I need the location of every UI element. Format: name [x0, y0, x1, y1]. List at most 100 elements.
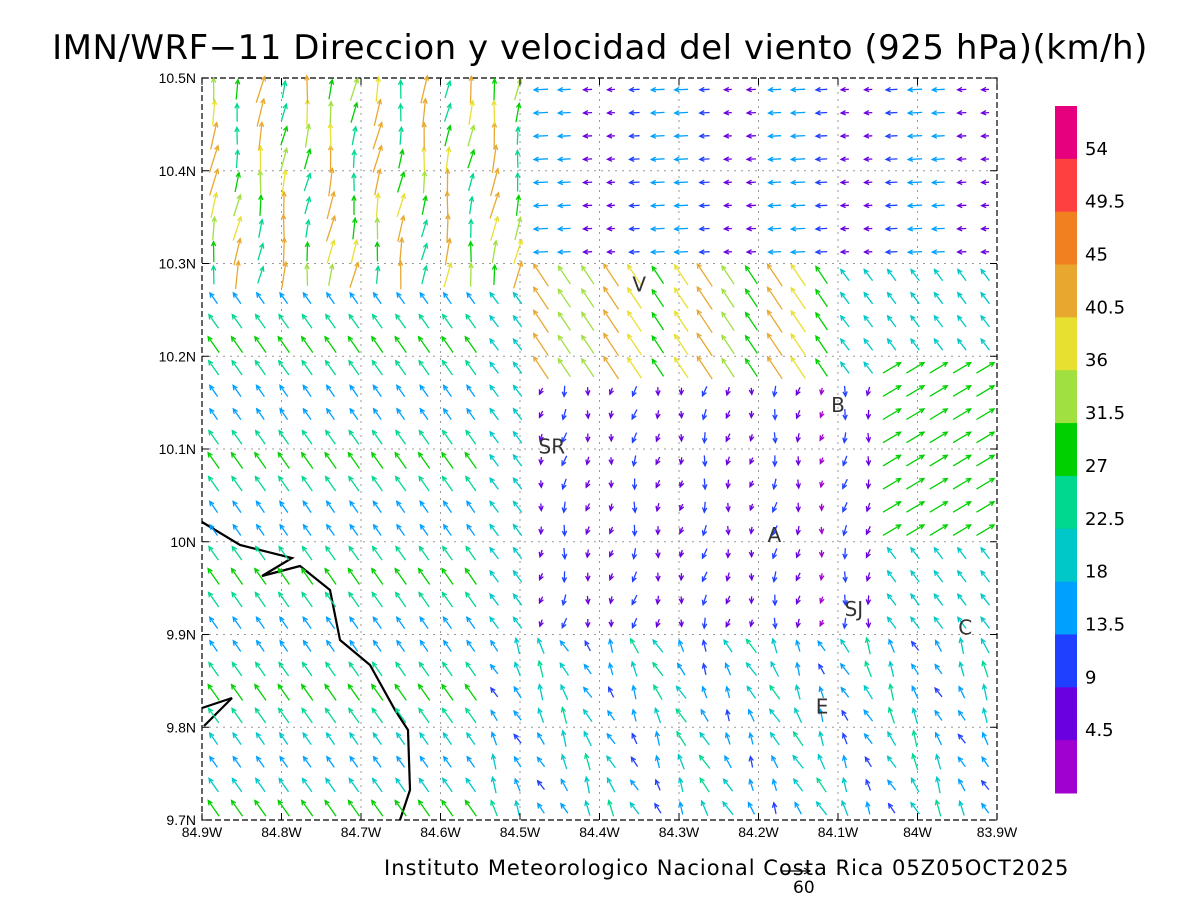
- wind-arrow: [864, 636, 871, 655]
- wind-arrow: [231, 777, 243, 793]
- wind-arrow: [328, 263, 335, 286]
- wind-arrow: [580, 334, 595, 355]
- wind-arrow: [678, 434, 685, 443]
- wind-arrow: [930, 156, 945, 163]
- wind-arrow: [698, 202, 710, 209]
- wind-arrow: [584, 639, 591, 652]
- wind-arrow: [512, 337, 523, 351]
- wind-arrow: [933, 314, 944, 328]
- colorbar-label: 4.5: [1085, 720, 1114, 741]
- wind-arrow: [210, 264, 217, 285]
- wind-arrow: [814, 226, 828, 232]
- wind-arrow: [814, 133, 828, 139]
- wind-arrow: [301, 591, 313, 608]
- wind-arrow: [537, 659, 544, 678]
- wind-arrow: [722, 225, 732, 232]
- wind-arrow: [841, 732, 848, 745]
- wind-arrow: [536, 756, 546, 768]
- wind-arrow: [725, 708, 731, 722]
- wind-arrow: [725, 549, 731, 559]
- colorbar-label: 40.5: [1085, 297, 1125, 318]
- wind-arrow: [748, 410, 755, 420]
- wind-arrow: [372, 615, 382, 629]
- wind-arrow: [842, 571, 848, 584]
- wind-arrow: [418, 777, 430, 793]
- wind-arrow: [723, 638, 733, 653]
- wind-arrow: [884, 226, 898, 232]
- wind-arrow: [628, 226, 640, 232]
- wind-arrow: [840, 686, 850, 698]
- wind-arrow: [842, 385, 848, 398]
- wind-arrow: [673, 110, 689, 116]
- wind-arrow: [842, 525, 848, 537]
- wind-arrow: [933, 291, 944, 305]
- wind-arrow: [631, 432, 638, 444]
- wind-arrow: [395, 429, 407, 445]
- wind-arrow: [532, 285, 549, 310]
- wind-arrow: [232, 731, 242, 745]
- wind-arrow: [372, 121, 384, 150]
- wind-arrow: [771, 525, 778, 537]
- wind-arrow: [649, 86, 665, 93]
- wind-arrow: [767, 249, 782, 255]
- wind-arrow: [930, 249, 945, 255]
- wind-arrow: [980, 268, 991, 282]
- wind-arrow: [512, 361, 523, 374]
- wind-arrow: [749, 503, 755, 512]
- wind-arrow: [255, 755, 265, 768]
- wind-arrow: [465, 359, 477, 376]
- wind-arrow: [629, 801, 640, 815]
- wind-arrow: [490, 639, 499, 652]
- wind-arrow: [398, 236, 405, 266]
- wind-arrow: [956, 268, 967, 282]
- wind-arrow: [419, 407, 429, 420]
- wind-arrow: [398, 125, 404, 145]
- wind-arrow: [626, 356, 642, 379]
- wind-arrow: [767, 226, 782, 232]
- wind-arrow: [254, 359, 267, 376]
- wind-arrow: [279, 500, 289, 513]
- wind-arrow: [325, 291, 335, 305]
- wind-arrow: [910, 546, 920, 560]
- wind-arrow: [324, 429, 336, 445]
- wind-arrow: [514, 171, 521, 192]
- wind-arrow: [906, 454, 926, 467]
- wind-arrow: [605, 110, 615, 116]
- wind-arrow: [232, 755, 242, 768]
- wind-arrow: [602, 262, 620, 287]
- wind-arrow: [789, 133, 806, 139]
- wind-arrow: [512, 500, 523, 513]
- wind-arrow: [980, 337, 991, 351]
- wind-arrow: [863, 133, 873, 139]
- wind-arrow: [582, 249, 593, 255]
- wind-arrow: [301, 707, 313, 724]
- wind-arrow: [956, 202, 967, 209]
- wind-arrow: [207, 335, 220, 353]
- wind-arrow: [513, 733, 522, 744]
- wind-arrow: [301, 661, 313, 677]
- wind-arrow: [628, 133, 640, 139]
- wind-arrow: [673, 249, 689, 255]
- wind-arrow: [325, 384, 336, 397]
- wind-arrow: [839, 291, 850, 305]
- wind-arrow: [930, 133, 945, 139]
- wind-arrow: [652, 638, 664, 653]
- wind-arrow: [582, 86, 593, 93]
- wind-arrow: [722, 86, 732, 93]
- wind-arrow: [980, 779, 990, 791]
- wind-arrow: [678, 387, 685, 396]
- wind-arrow: [538, 457, 544, 466]
- wind-arrow: [441, 313, 453, 329]
- wind-arrow: [906, 385, 926, 397]
- wind-arrow: [281, 168, 288, 195]
- wind-arrow: [795, 595, 801, 605]
- wind-arrow: [348, 777, 360, 793]
- wind-arrow: [649, 110, 665, 116]
- wind-arrow: [745, 202, 756, 209]
- wind-arrow: [818, 707, 824, 723]
- wind-arrow: [721, 264, 735, 285]
- wind-arrow: [748, 596, 755, 605]
- wind-arrow: [701, 432, 708, 445]
- wind-arrow: [700, 708, 709, 722]
